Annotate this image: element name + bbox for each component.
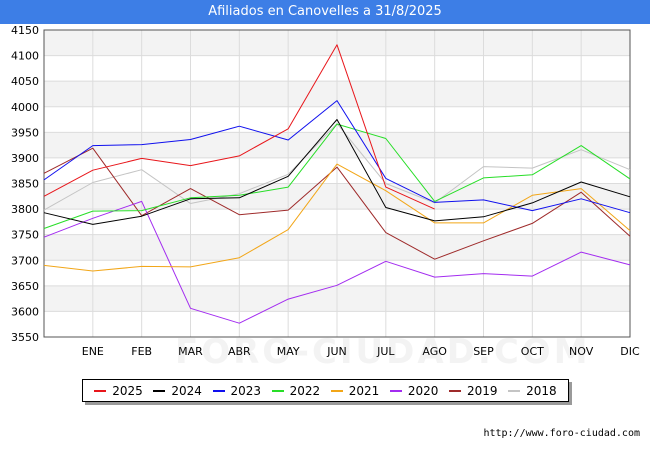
chart-legend: 2025 2024 2023 2022 2021 2020 2019 2018 xyxy=(82,379,569,402)
legend-item-2025: 2025 xyxy=(94,384,143,398)
legend-item-2023: 2023 xyxy=(212,383,262,398)
legend-item-2022: 2022 xyxy=(271,383,321,398)
watermark-text: FORO-CIUDAD.COM xyxy=(175,332,591,372)
legend-item-2021: 2021 xyxy=(330,383,380,398)
legend-label: 2024 xyxy=(171,383,202,398)
series-line-2021 xyxy=(43,163,631,272)
x-tick-label: JUL xyxy=(376,345,395,358)
x-tick-label: AGO xyxy=(422,345,447,358)
y-tick-label: 4050 xyxy=(11,75,39,88)
series-line-2020 xyxy=(43,200,631,324)
series-line-2022 xyxy=(43,123,631,229)
legend-swatch xyxy=(153,389,166,392)
x-tick-label: FEB xyxy=(131,345,152,358)
legend-label: 2022 xyxy=(289,383,321,398)
y-tick-label: 3600 xyxy=(11,305,39,318)
legend-swatch xyxy=(389,389,402,392)
series-line-2023 xyxy=(43,100,631,214)
x-tick-label: JUN xyxy=(326,345,347,358)
legend-item-2020: 2020 xyxy=(389,383,439,398)
y-tick-label: 3650 xyxy=(11,280,39,293)
legend-item-2024: 2024 xyxy=(153,384,202,398)
line-chart: 3550 3600 3650 3700 3750 3800 3850 3900 3950 4000… xyxy=(11,24,640,358)
x-tick-label: OCT xyxy=(521,345,544,358)
y-tick-label: 3800 xyxy=(11,203,39,216)
x-tick-label: ENE xyxy=(82,345,104,358)
legend-swatch xyxy=(212,389,225,392)
x-tick-label: NOV xyxy=(569,345,594,358)
footer-url[interactable]: http://www.foro-ciudad.com xyxy=(483,428,640,439)
legend-swatch xyxy=(330,389,343,392)
x-tick-label: MAR xyxy=(178,345,203,358)
legend-label: 2019 xyxy=(467,383,498,398)
y-tick-label: 3750 xyxy=(11,229,39,242)
y-tick-label: 4000 xyxy=(11,101,39,114)
legend-swatch xyxy=(449,389,462,392)
y-tick-label: 3950 xyxy=(11,126,39,139)
plot-frame xyxy=(43,29,631,338)
y-tick-label: 3850 xyxy=(11,178,39,191)
legend-label: 2025 xyxy=(112,383,143,398)
x-tick-label: SEP xyxy=(473,345,494,358)
x-tick-label: ABR xyxy=(228,345,251,358)
x-tick-label: DIC xyxy=(620,345,640,358)
legend-swatch xyxy=(271,389,284,392)
legend-label: 2018 xyxy=(526,383,557,398)
y-tick-label: 3550 xyxy=(11,331,39,344)
chart-title: Afiliados en Canovelles a 31/8/2025 xyxy=(0,0,650,24)
y-tick-label: 3700 xyxy=(11,254,39,267)
legend-item-2019: 2019 xyxy=(449,384,498,398)
legend-label: 2021 xyxy=(348,383,380,398)
y-tick-label: 3900 xyxy=(11,152,39,165)
legend-swatch xyxy=(94,389,107,392)
series-line-2024 xyxy=(43,119,631,225)
x-tick-label: MAY xyxy=(277,345,300,358)
y-tick-label: 4150 xyxy=(11,24,39,37)
y-tick-label: 4100 xyxy=(11,50,39,63)
legend-item-2018: 2018 xyxy=(508,384,557,398)
legend-swatch xyxy=(508,389,521,392)
series-line-2025 xyxy=(43,44,435,210)
legend-label: 2023 xyxy=(230,383,262,398)
legend-label: 2020 xyxy=(407,383,439,398)
